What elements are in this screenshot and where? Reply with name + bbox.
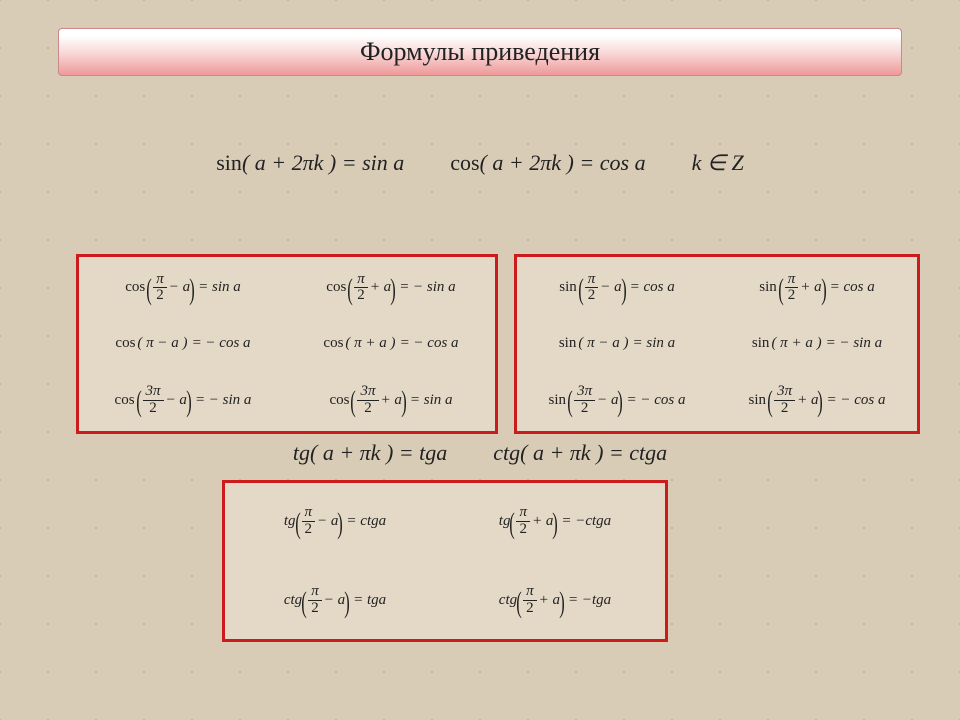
formula-sin-period: sin( a + 2πk ) = sin a xyxy=(216,150,404,176)
cos-pi2-plus: cos(π2+ a)= − sin a xyxy=(326,272,455,305)
cos-pi2-minus: cos(π2− a)= sin a xyxy=(125,272,241,305)
sin-pi-minus: sin( π − a )= sin a xyxy=(559,335,675,352)
cos-pi-plus: cos( π + a )= − cos a xyxy=(323,335,458,352)
sin-3pi2-plus: sin(3π2+ a)= − cos a xyxy=(749,384,886,417)
cos-3pi2-plus: cos(3π2+ a)= sin a xyxy=(329,384,452,417)
sin-pi-plus: sin( π + a )= − sin a xyxy=(752,335,882,352)
title-bar: Формулы приведения xyxy=(58,28,902,76)
formula-cos-period: cos( a + 2πk ) = cos a xyxy=(450,150,645,176)
tg-pi2-plus: tg(π2+ a)= −ctga xyxy=(499,505,611,538)
ctg-pi2-plus: ctg(π2+ a)= −tga xyxy=(499,584,611,617)
cos-pi-minus: cos( π − a )= − cos a xyxy=(115,335,250,352)
tg-period-row: tg( a + πk ) = tga ctg( a + πk ) = ctga xyxy=(0,440,960,466)
cos-formulas-box: cos(π2− a)= sin a cos(π2+ a)= − sin a co… xyxy=(76,254,498,434)
tg-period: tg( a + πk ) = tga xyxy=(293,440,447,466)
cos-3pi2-minus: cos(3π2− a)= − sin a xyxy=(115,384,252,417)
sin-formulas-box: sin(π2− a)= cos a sin(π2+ a)= cos a sin(… xyxy=(514,254,920,434)
page-title: Формулы приведения xyxy=(360,37,600,67)
ctg-period: ctg( a + πk ) = ctga xyxy=(493,440,667,466)
tg-formulas-box: tg(π2− a)= ctga tg(π2+ a)= −ctga ctg(π2−… xyxy=(222,480,668,642)
ctg-pi2-minus: ctg(π2− a)= tga xyxy=(284,584,386,617)
sin-pi2-plus: sin(π2+ a)= cos a xyxy=(759,272,875,305)
tg-pi2-minus: tg(π2− a)= ctga xyxy=(284,505,386,538)
sin-pi2-minus: sin(π2− a)= cos a xyxy=(559,272,675,305)
periodicity-row: sin( a + 2πk ) = sin a cos( a + 2πk ) = … xyxy=(0,150,960,176)
sin-3pi2-minus: sin(3π2− a)= − cos a xyxy=(549,384,686,417)
k-in-z: k ∈ Z xyxy=(692,150,744,176)
